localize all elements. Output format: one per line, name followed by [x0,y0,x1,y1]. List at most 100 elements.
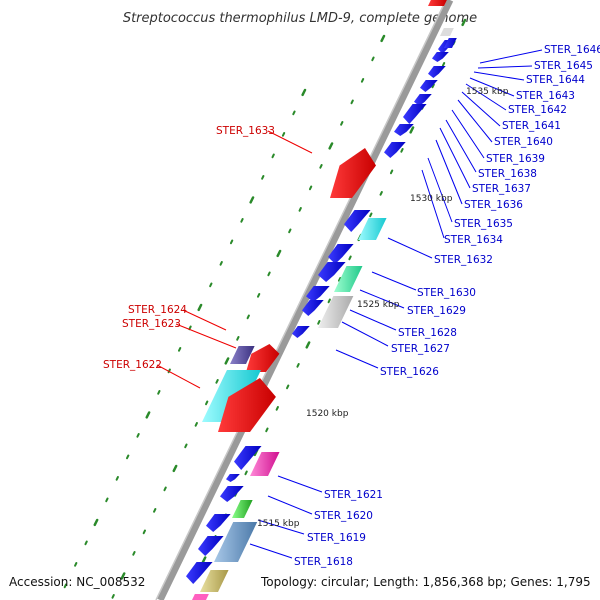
gene-feature [292,326,310,338]
tick-marks [63,18,467,599]
tick-mark [461,18,467,27]
tick-mark [380,34,386,43]
tick-mark [120,572,126,580]
gene-label-ster-1645[interactable]: STER_1645 [534,60,593,72]
tick-mark [84,540,88,546]
tick-mark [256,293,261,298]
tick-mark [74,562,78,567]
gene-feature [198,536,224,556]
gene-feature [226,474,240,482]
gene-label-ster-1628[interactable]: STER_1628 [398,327,457,339]
gene-feature [234,446,262,470]
gene-feature [302,300,324,316]
gene-label-ster-1619[interactable]: STER_1619 [307,532,366,544]
tick-mark [136,433,140,438]
gene-label-ster-1640[interactable]: STER_1640 [494,136,553,148]
gene-label-ster-1636[interactable]: STER_1636 [464,199,523,211]
scale-labels: 1535 kbp 1530 kbp 1525 kbp 1520 kbp 1515… [257,87,509,529]
gene-label-ster-1624[interactable]: STER_1624 [128,304,187,316]
gene-feature [440,28,454,36]
tick-mark [271,153,275,159]
gene-feature [214,522,258,562]
gene-label-ster-1638[interactable]: STER_1638 [478,168,537,180]
tick-mark [244,470,248,476]
gene-label-ster-1627[interactable]: STER_1627 [391,343,450,355]
gene-feature-ster-1624 [230,346,255,364]
kbp-label-1515: 1515 kbp [257,519,300,529]
gene-feature [414,94,432,106]
gene-label-ster-1643[interactable]: STER_1643 [516,90,575,102]
gene-label-ster-1637[interactable]: STER_1637 [472,183,531,195]
tick-mark [163,486,167,492]
gene-feature [420,80,438,92]
tick-mark [153,508,157,513]
gene-label-ster-1629[interactable]: STER_1629 [407,305,466,317]
tick-mark [340,121,344,126]
tick-mark [194,422,198,427]
gene-label-ster-1634[interactable]: STER_1634 [444,234,503,246]
kbp-label-1530: 1530 kbp [410,194,453,204]
gene-feature [344,210,371,232]
gene-feature [334,266,363,292]
tick-mark [197,303,203,312]
gene-feature [428,0,447,6]
tick-mark [184,443,188,449]
tick-mark [360,78,365,83]
tick-mark [319,164,323,169]
tick-mark [236,336,240,341]
tick-mark [115,476,119,481]
gene-feature [444,38,457,48]
tick-mark [219,261,223,266]
gene-feature [220,486,244,502]
gene-label-ster-1621[interactable]: STER_1621 [324,489,383,501]
gene-label-ster-1632[interactable]: STER_1632 [434,254,493,266]
gene-feature [432,52,449,62]
gene-feature [394,124,414,136]
gene-label-ster-1642[interactable]: STER_1642 [508,104,567,116]
gene-label-ster-1639[interactable]: STER_1639 [486,153,545,165]
tick-mark [337,277,342,282]
gene-label-ster-1623[interactable]: STER_1623 [122,318,181,330]
tick-mark [441,62,446,67]
gene-feature [328,244,354,264]
tick-mark [172,464,178,473]
gene-label-ster-1630[interactable]: STER_1630 [417,287,476,299]
gene-label-ster-1618[interactable]: STER_1618 [294,556,353,568]
tick-mark [111,594,115,599]
tick-mark [215,379,219,384]
tick-mark [276,249,282,258]
gene-label-ster-1626[interactable]: STER_1626 [380,366,439,378]
gene-label-ster-1644[interactable]: STER_1644 [526,74,585,86]
tick-mark [126,454,130,460]
gene-feature [200,570,229,592]
gene-label-ster-1620[interactable]: STER_1620 [314,510,373,522]
gene-features [186,0,457,600]
gene-label-ster-1633[interactable]: STER_1633 [216,125,275,137]
tick-mark [246,314,250,320]
gene-label-ster-1622[interactable]: STER_1622 [103,359,162,371]
tick-mark [286,384,290,390]
gene-feature [318,262,346,282]
tick-mark [281,132,286,137]
tick-mark [188,325,192,331]
tick-mark [275,406,279,411]
gene-feature-ster-1623 [246,344,280,372]
tick-mark [265,427,269,433]
tick-mark [209,282,213,288]
backbone [155,0,454,600]
gene-label-ster-1641[interactable]: STER_1641 [502,120,561,132]
tick-mark [93,518,99,527]
gene-feature-ster-1633 [330,148,376,198]
tick-mark [327,298,331,304]
tick-mark [409,126,415,134]
accession-text: Accession: NC_008532 [9,575,145,589]
tick-mark [249,196,255,204]
gene-label-ster-1635[interactable]: STER_1635 [454,218,513,230]
tick-mark [296,363,300,368]
tick-mark [369,212,373,218]
gene-label-ster-1646[interactable]: STER_1646 [544,44,600,56]
gene-feature [403,104,427,124]
tick-mark [142,529,146,535]
